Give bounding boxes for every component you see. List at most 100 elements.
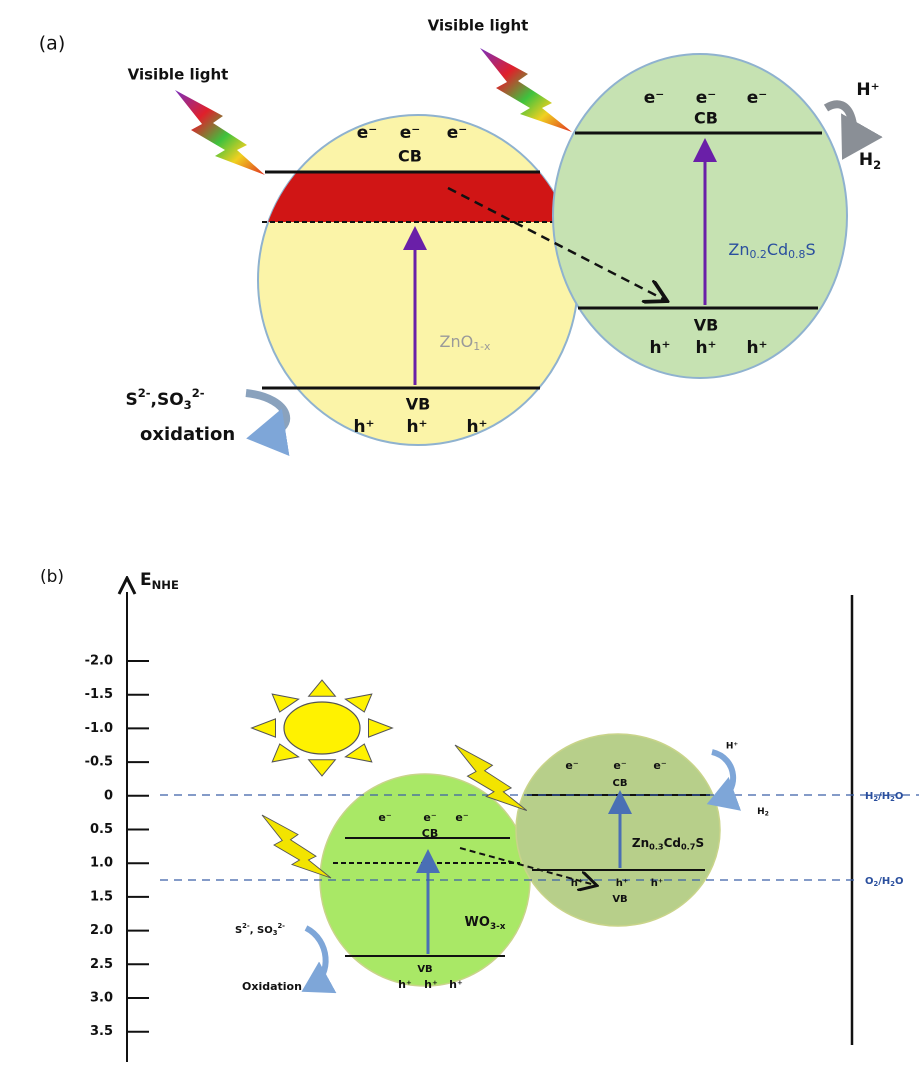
text-part: O (865, 876, 874, 887)
band-label: CB (694, 109, 718, 128)
oxidation-label: Oxidation (242, 980, 302, 993)
electron: e⁻ (378, 811, 391, 824)
oxidation-arrow (306, 928, 326, 986)
proton-label: H⁺ (856, 80, 879, 100)
text-part: S (235, 925, 242, 936)
sun-disc (284, 702, 360, 754)
level-label: O2/H2O (865, 876, 904, 888)
sun-ray (252, 719, 276, 737)
tick-label: 1.0 (90, 856, 113, 871)
text-part: H (757, 807, 765, 817)
electron: e⁻ (447, 123, 468, 143)
hole: h⁺ (398, 978, 412, 991)
electron: e⁻ (613, 759, 626, 772)
text-part: O (895, 876, 904, 887)
sun (252, 680, 393, 776)
text-part: Cd (767, 240, 788, 259)
text-part: NHE (152, 578, 179, 592)
panel-label: (b) (40, 567, 64, 587)
hole: h⁺ (406, 417, 427, 437)
band-label: VB (612, 894, 627, 905)
axis-label: ENHE (140, 570, 179, 592)
hydrogen-label: H2 (859, 150, 881, 172)
text-part: Cd (664, 836, 681, 850)
text-part: O (895, 791, 904, 802)
light-bolt (480, 48, 572, 132)
sun-ray (309, 760, 336, 776)
text-part: 0.2 (750, 248, 767, 261)
hole: h⁺ (616, 878, 628, 889)
band-label: VB (694, 316, 719, 335)
text-part: 2 (873, 158, 881, 172)
tick-label: 1.5 (90, 889, 113, 904)
text-part: Zn (728, 240, 749, 259)
hole: h⁺ (449, 978, 463, 991)
text-part: 2- (242, 922, 250, 930)
hole: h⁺ (651, 878, 663, 889)
text-part: /H (878, 791, 890, 802)
band-label: VB (417, 964, 432, 975)
band-label: CB (398, 147, 422, 166)
text-part: S (695, 836, 704, 850)
electron: e⁻ (747, 88, 768, 108)
oxidation-arrow (246, 393, 286, 436)
text-part: ZnO (440, 332, 474, 351)
hole: h⁺ (649, 338, 670, 358)
light-label: Visible light (128, 66, 229, 84)
sacrificial-label: S2-, SO32- (235, 922, 285, 937)
tick-label: 3.5 (90, 1024, 113, 1039)
text-part: 3-x (490, 921, 506, 931)
text-part: Zn (632, 836, 649, 850)
sun-ray (369, 719, 393, 737)
electron: e⁻ (644, 88, 665, 108)
tick-label: -1.5 (85, 687, 113, 702)
band-label: CB (422, 827, 438, 840)
text-part: ,SO (151, 390, 184, 410)
text-part: /H (878, 876, 890, 887)
reduction-arrow (712, 752, 733, 800)
text-part: 2- (138, 386, 151, 400)
text-part: 2 (765, 811, 769, 818)
tick-label: 0.5 (90, 822, 113, 837)
hole: h⁺ (571, 878, 583, 889)
hole: h⁺ (466, 417, 487, 437)
sun-ray (309, 680, 336, 696)
text-part: 1-x (473, 340, 491, 353)
oxidation-label: oxidation (140, 424, 235, 445)
tick-label: 0 (104, 788, 113, 803)
text-part: S (805, 240, 815, 259)
text-part: 2- (277, 922, 285, 930)
text-part: 0.3 (649, 841, 664, 851)
band-label: CB (613, 778, 628, 789)
hole: h⁺ (746, 338, 767, 358)
tick-label: -1.0 (85, 721, 113, 736)
diagram: (a)Visible lightVisible lighte⁻e⁻e⁻CBZnO… (0, 0, 919, 1062)
electron: e⁻ (696, 88, 717, 108)
light-bolt (175, 90, 265, 175)
defect-band (250, 172, 590, 222)
tick-label: 3.0 (90, 991, 113, 1006)
hole: h⁺ (353, 417, 374, 437)
electron: e⁻ (400, 123, 421, 143)
text-part: 0.7 (681, 841, 696, 851)
text-part: E (140, 570, 152, 590)
proton-label: H⁺ (726, 742, 739, 752)
text-part: 2- (192, 386, 205, 400)
text-part: 3 (184, 398, 192, 412)
sacrificial-label: S2-,SO32- (125, 386, 204, 412)
electron: e⁻ (423, 811, 436, 824)
text-part: H (865, 791, 873, 802)
electron: e⁻ (455, 811, 468, 824)
tick-label: -0.5 (85, 755, 113, 770)
page: { "panel_a": { "label": "(a)", "light_le… (0, 0, 919, 1062)
electron: e⁻ (653, 759, 666, 772)
text-part: 0.8 (788, 248, 805, 261)
text-part: 3 (273, 929, 278, 937)
text-part: WO (465, 915, 490, 930)
hole: h⁺ (695, 338, 716, 358)
band-label: VB (406, 395, 431, 414)
text-part: , SO (250, 925, 273, 936)
electron: e⁻ (357, 123, 378, 143)
tick-label: 2.0 (90, 923, 113, 938)
level-label: H2/H2O (865, 791, 903, 803)
